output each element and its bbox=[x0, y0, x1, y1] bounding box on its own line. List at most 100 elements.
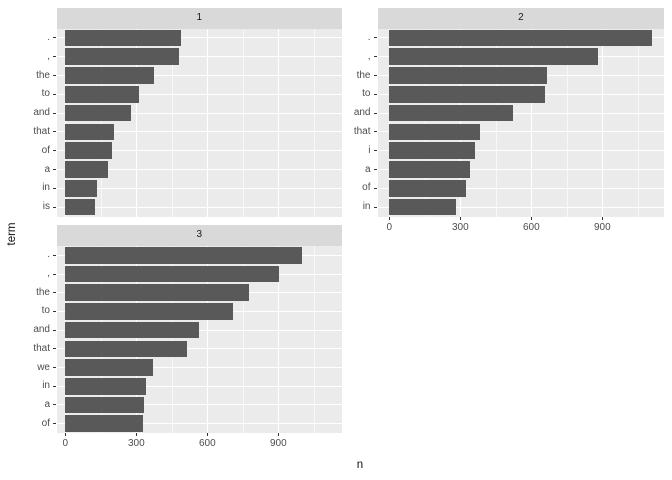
facet-strip: 3 bbox=[57, 224, 342, 246]
major-gridline bbox=[278, 246, 280, 433]
facet-panel bbox=[57, 28, 342, 217]
bar bbox=[389, 85, 546, 103]
y-tick bbox=[53, 131, 56, 133]
y-tick bbox=[53, 329, 56, 331]
y-axis-label: . bbox=[47, 31, 50, 43]
y-axis-label: that bbox=[33, 342, 50, 354]
y-axis-label: to bbox=[362, 88, 371, 100]
bar bbox=[65, 396, 145, 414]
bar bbox=[65, 104, 131, 122]
major-gridline bbox=[136, 246, 138, 433]
category-gridline bbox=[377, 169, 665, 170]
x-tick bbox=[65, 433, 67, 436]
minor-gridline bbox=[313, 28, 315, 217]
y-axis-label: . bbox=[367, 31, 371, 43]
y-axis-label: the bbox=[356, 69, 371, 81]
y-tick bbox=[373, 93, 377, 95]
bar bbox=[65, 48, 180, 66]
category-gridline bbox=[57, 385, 342, 387]
bar bbox=[65, 340, 187, 358]
x-tick bbox=[207, 433, 209, 436]
y-tick bbox=[53, 367, 56, 369]
y-axis-label: is bbox=[42, 201, 50, 213]
x-tick-label: 0 bbox=[386, 221, 393, 233]
facet-panel bbox=[57, 246, 342, 433]
category-gridline bbox=[57, 37, 342, 39]
x-tick-label: 600 bbox=[198, 438, 216, 449]
facet-strip: 1 bbox=[57, 8, 342, 29]
facet-strip-label: 1 bbox=[196, 12, 203, 24]
minor-gridline bbox=[100, 28, 102, 217]
y-tick bbox=[373, 169, 377, 170]
y-tick bbox=[53, 404, 56, 406]
y-axis-label: of bbox=[41, 417, 50, 429]
category-gridline bbox=[377, 131, 665, 133]
y-axis-label: of bbox=[362, 182, 371, 194]
y-axis-label: and bbox=[33, 324, 50, 336]
bar bbox=[65, 179, 97, 197]
y-tick bbox=[373, 75, 377, 76]
y-tick bbox=[373, 56, 377, 58]
minor-gridline bbox=[242, 28, 244, 217]
facet-panel bbox=[377, 28, 665, 217]
category-gridline bbox=[57, 169, 342, 170]
y-tick bbox=[53, 254, 56, 256]
y-axis-label: a bbox=[44, 398, 50, 410]
category-gridline bbox=[57, 131, 342, 133]
y-tick bbox=[53, 423, 56, 425]
facet-strip: 2 bbox=[377, 8, 665, 29]
x-tick bbox=[460, 216, 462, 220]
y-tick bbox=[53, 385, 56, 387]
y-tick bbox=[53, 37, 56, 39]
y-axis-label: a bbox=[44, 163, 50, 175]
bar bbox=[389, 179, 467, 197]
y-tick bbox=[53, 112, 56, 114]
y-axis-label: and bbox=[353, 107, 371, 119]
x-tick bbox=[278, 433, 280, 436]
y-tick bbox=[373, 131, 377, 133]
x-tick-label: 300 bbox=[127, 438, 145, 449]
y-axis-label: to bbox=[41, 305, 50, 317]
bar bbox=[65, 67, 155, 84]
major-gridline bbox=[531, 28, 533, 217]
minor-gridline bbox=[566, 28, 568, 217]
y-tick bbox=[53, 292, 56, 294]
minor-gridline bbox=[171, 246, 173, 433]
minor-gridline bbox=[637, 28, 639, 217]
category-gridline bbox=[57, 56, 342, 58]
y-tick bbox=[53, 206, 56, 208]
y-axis-label: i bbox=[368, 144, 371, 156]
category-gridline bbox=[57, 150, 342, 152]
x-tick-label: 900 bbox=[593, 221, 611, 233]
category-gridline bbox=[57, 187, 342, 189]
bar bbox=[65, 198, 96, 216]
category-gridline bbox=[377, 150, 665, 152]
bar bbox=[65, 284, 249, 302]
minor-gridline bbox=[424, 28, 426, 217]
bar bbox=[389, 29, 652, 47]
facet-strip-label: 3 bbox=[196, 229, 203, 241]
y-axis-label: and bbox=[33, 107, 50, 119]
major-gridline bbox=[207, 28, 209, 217]
bar bbox=[65, 415, 143, 432]
y-tick bbox=[373, 37, 377, 39]
x-tick-label: 0 bbox=[62, 438, 69, 449]
y-tick bbox=[373, 150, 377, 152]
y-axis-label: we bbox=[37, 361, 50, 373]
category-gridline bbox=[57, 404, 342, 406]
bar bbox=[65, 377, 146, 395]
bar bbox=[65, 265, 280, 283]
major-gridline bbox=[207, 246, 209, 433]
x-tick bbox=[389, 216, 391, 220]
y-tick bbox=[53, 169, 56, 170]
category-gridline bbox=[377, 206, 665, 208]
facet-strip-label: 2 bbox=[518, 12, 524, 24]
y-tick bbox=[53, 348, 56, 350]
y-axis-label: to bbox=[41, 88, 50, 100]
y-axis-label: , bbox=[47, 50, 50, 62]
bar bbox=[65, 85, 140, 103]
y-tick bbox=[373, 112, 377, 114]
x-tick bbox=[602, 216, 604, 220]
y-tick bbox=[53, 187, 56, 189]
